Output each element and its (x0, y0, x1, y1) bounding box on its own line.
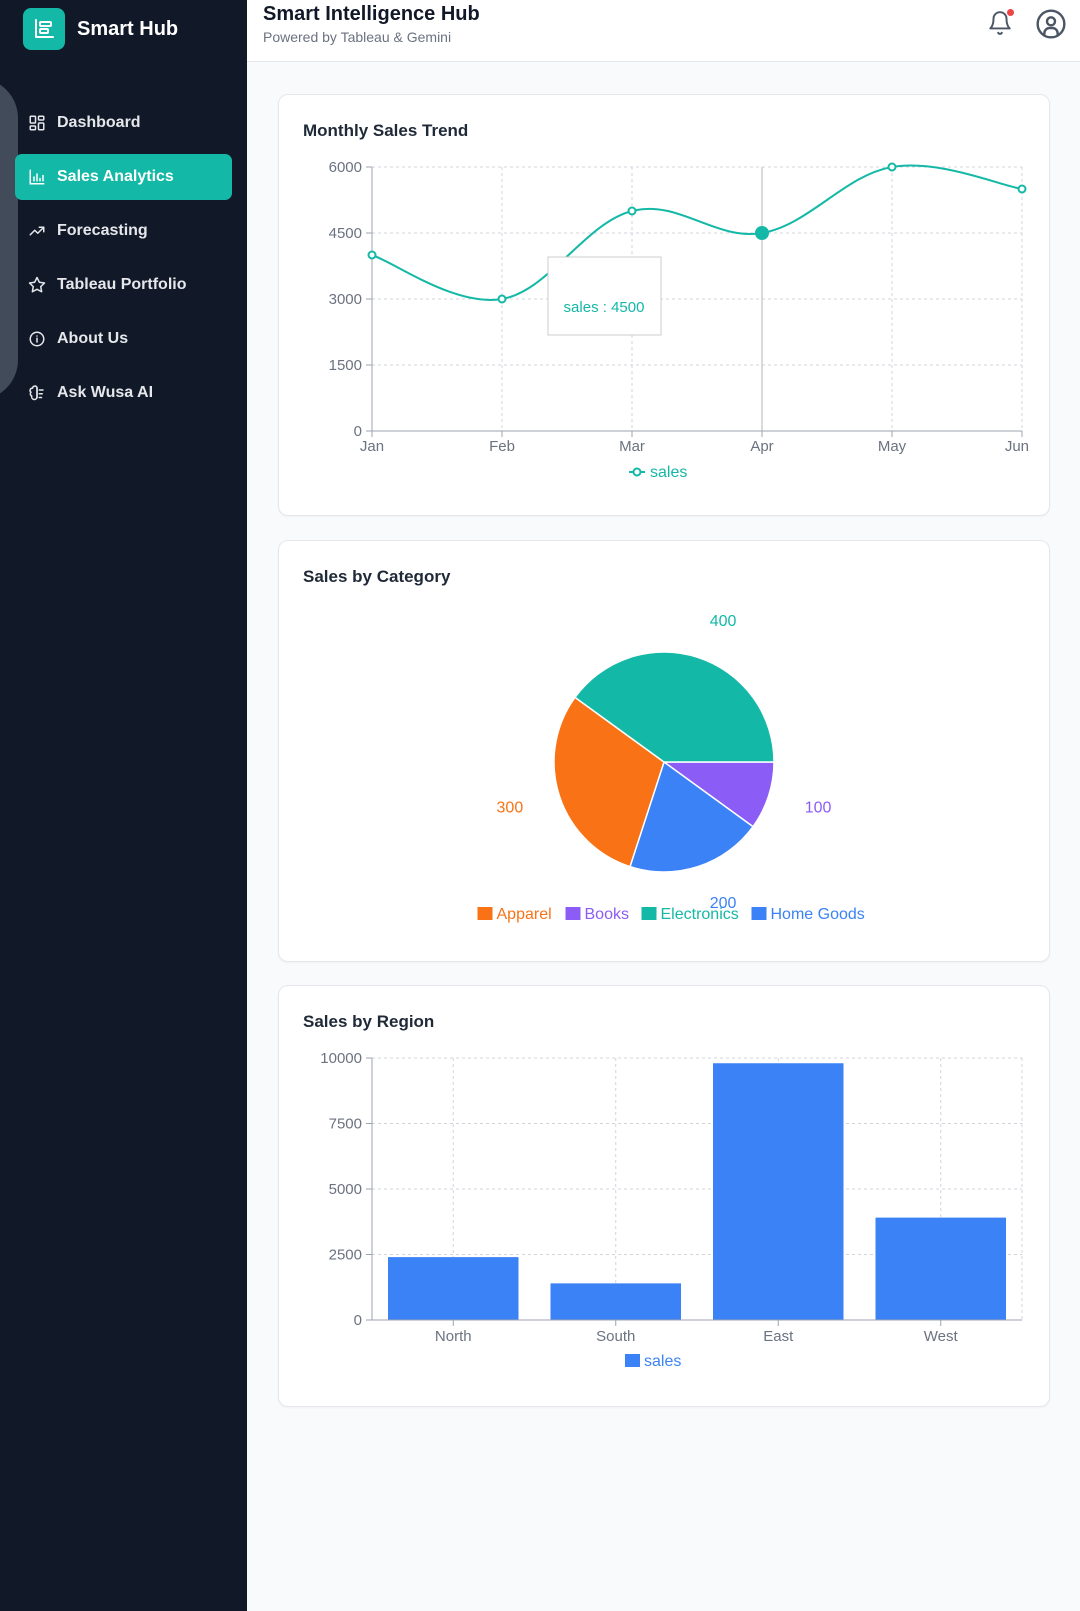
bar-chart-icon (28, 168, 46, 186)
brand-name: Smart Hub (77, 17, 179, 40)
pie-chart[interactable]: 100 200 300 400 Apparel Books Electronics Home … (279, 541, 1051, 963)
pie-data-label: 100 (805, 800, 832, 817)
legend-label: sales (650, 464, 687, 481)
trending-up-icon (28, 222, 46, 240)
sidebar-overlay-shape (0, 78, 18, 400)
sidebar-item-sales-analytics[interactable]: Sales Analytics (15, 154, 232, 200)
data-point (887, 162, 897, 172)
y-tick-label: 10000 (320, 1050, 362, 1067)
sales-line (371, 164, 1023, 301)
sidebar-item-label: Forecasting (57, 222, 148, 239)
sidebar-item-forecasting[interactable]: Forecasting (15, 208, 232, 254)
sidebar-item-label: Tableau Portfolio (57, 276, 187, 293)
legend-label: Electronics (661, 906, 739, 923)
x-tick-label: Apr (750, 438, 773, 455)
x-tick-label: Feb (489, 438, 515, 455)
brand[interactable]: Smart Hub (23, 8, 178, 50)
sidebar-item-tableau-portfolio[interactable]: Tableau Portfolio (15, 262, 232, 308)
x-tick-label: West (924, 1328, 959, 1345)
sidebar-item-label: Ask Wusa AI (57, 384, 154, 401)
pie-slice-apparel (553, 696, 665, 868)
bar-west (875, 1217, 1006, 1320)
sidebar-item-label: Dashboard (57, 114, 141, 131)
y-tick-label: 7500 (329, 1116, 362, 1133)
page-subtitle: Powered by Tableau & Gemini (263, 29, 452, 45)
data-point (1017, 184, 1027, 194)
pie-data-label: 200 (710, 895, 737, 912)
pie-data-label: 400 (710, 613, 737, 630)
pie-slice-electronics (573, 651, 775, 763)
tooltip-text: sales : 4500 (564, 299, 645, 316)
sidebar-item-about-us[interactable]: About Us (15, 316, 232, 362)
x-tick-label: East (763, 1328, 794, 1345)
y-tick-label: 3000 (329, 291, 362, 308)
sidebar-item-label: Sales Analytics (57, 168, 174, 185)
legend-swatch (641, 907, 657, 920)
legend-swatch (625, 1354, 640, 1367)
notification-dot (1007, 9, 1014, 16)
page-title: Smart Intelligence Hub (263, 3, 480, 25)
legend-swatch (565, 907, 581, 920)
grid-icon (28, 114, 46, 132)
star-icon (28, 276, 46, 294)
bar-chart[interactable]: 0 2500 5000 7500 10000 North South East West sale… (279, 986, 1051, 1408)
bar-chart-logo-icon (23, 8, 65, 50)
sidebar-item-dashboard[interactable]: Dashboard (15, 100, 232, 146)
x-tick-label: Mar (619, 438, 645, 455)
sidebar-item-label: About Us (57, 330, 129, 347)
chart-title: Sales by Region (303, 1012, 435, 1031)
legend-label: Home Goods (771, 906, 865, 923)
legend-label: Apparel (497, 906, 552, 923)
chart-title: Sales by Category (303, 567, 451, 586)
sales-by-region-card: Sales by Region 0 2500 5000 7500 10000 North S… (278, 985, 1050, 1407)
y-tick-label: 6000 (329, 159, 362, 176)
bell-icon[interactable] (987, 10, 1013, 36)
pie-data-label: 300 (497, 800, 524, 817)
legend-swatch (477, 907, 493, 920)
brain-icon (28, 384, 46, 402)
y-tick-label: 5000 (329, 1181, 362, 1198)
data-point (497, 294, 507, 304)
legend-label: sales (644, 1353, 681, 1370)
sidebar-nav: Dashboard Sales Analytics Forecasting Ta… (15, 100, 232, 424)
y-tick-label: 4500 (329, 225, 362, 242)
x-tick-label: May (878, 438, 907, 455)
chart-tooltip (547, 256, 662, 336)
user-circle-icon[interactable] (1035, 8, 1067, 40)
legend-swatch (751, 907, 767, 920)
bar-east (713, 1063, 844, 1320)
x-tick-label: South (596, 1328, 635, 1345)
monthly-sales-card: Monthly Sales Trend 0 1500 3000 4500 6000 Jan… (278, 94, 1050, 516)
y-tick-label: 1500 (329, 357, 362, 374)
top-header: Smart Intelligence Hub Powered by Tablea… (247, 0, 1080, 62)
active-data-point (755, 226, 769, 240)
y-tick-label: 2500 (329, 1247, 362, 1264)
sidebar-item-ask-wusa-ai[interactable]: Ask Wusa AI (15, 370, 232, 416)
y-tick-label: 0 (354, 1312, 362, 1329)
legend-point-marker (632, 467, 642, 477)
y-tick-label: 0 (354, 423, 362, 440)
data-point (627, 206, 637, 216)
x-tick-label: Jun (1005, 438, 1029, 455)
pie-slice-home-goods (629, 760, 755, 873)
chart-title: Monthly Sales Trend (303, 121, 469, 140)
bar-south (550, 1283, 681, 1320)
line-chart[interactable]: 0 1500 3000 4500 6000 Jan Feb Mar Apr May Jun sales… (279, 95, 1051, 517)
sales-by-category-card: Sales by Category 100 200 300 400 Apparel Boo… (278, 540, 1050, 962)
data-point (367, 250, 377, 260)
legend-label: Books (585, 906, 629, 923)
sidebar: Smart Hub Dashboard Sales Analytics Fore… (0, 0, 247, 1611)
info-icon (28, 330, 46, 348)
bar-north (388, 1257, 519, 1320)
x-tick-label: North (435, 1328, 472, 1345)
x-tick-label: Jan (360, 438, 384, 455)
